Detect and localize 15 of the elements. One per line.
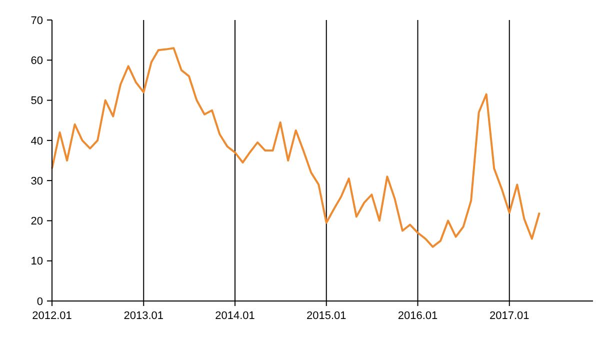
x-tick-label: 2017.01	[490, 310, 530, 322]
x-tick-label: 2015.01	[306, 310, 346, 322]
y-tick-label: 50	[30, 95, 43, 108]
x-tick-label: 2014.01	[215, 310, 255, 322]
y-tick-label: 0	[36, 296, 43, 308]
y-tick-label: 20	[30, 216, 43, 228]
y-tick-label: 70	[30, 14, 43, 27]
x-tick-label: 2016.01	[398, 310, 438, 322]
y-tick-label: 60	[30, 54, 43, 67]
line-series	[51, 47, 540, 248]
y-tick-label: 10	[30, 256, 43, 268]
y-tick-label: 30	[30, 175, 43, 188]
x-tick-label: 2012.01	[32, 310, 72, 322]
y-tick-label: 40	[30, 135, 43, 148]
x-tick-label: 2013.01	[124, 310, 164, 322]
